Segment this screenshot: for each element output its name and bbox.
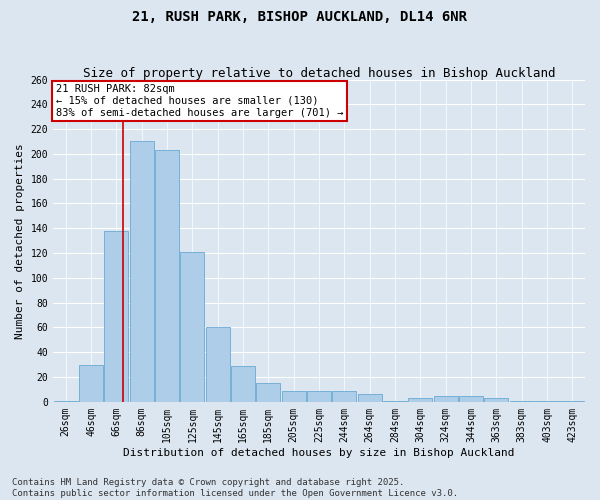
Bar (383, 400, 407, 402)
Text: Contains HM Land Registry data © Crown copyright and database right 2025.
Contai: Contains HM Land Registry data © Crown c… (12, 478, 458, 498)
Bar (484, 398, 508, 402)
Bar (560, 400, 584, 402)
Bar (206, 328, 230, 402)
Title: Size of property relative to detached houses in Bishop Auckland: Size of property relative to detached ho… (83, 66, 555, 80)
Bar (535, 400, 559, 402)
Bar (409, 398, 433, 402)
Bar (332, 390, 356, 402)
Bar (256, 383, 280, 402)
Bar (509, 400, 534, 402)
X-axis label: Distribution of detached houses by size in Bishop Auckland: Distribution of detached houses by size … (123, 448, 515, 458)
Bar (281, 390, 306, 402)
Bar (459, 396, 483, 402)
Bar (79, 364, 103, 402)
Bar (130, 142, 154, 402)
Bar (358, 394, 382, 402)
Y-axis label: Number of detached properties: Number of detached properties (15, 143, 25, 338)
Bar (53, 400, 78, 402)
Text: 21 RUSH PARK: 82sqm
← 15% of detached houses are smaller (130)
83% of semi-detac: 21 RUSH PARK: 82sqm ← 15% of detached ho… (56, 84, 343, 117)
Bar (231, 366, 255, 402)
Bar (155, 150, 179, 402)
Text: 21, RUSH PARK, BISHOP AUCKLAND, DL14 6NR: 21, RUSH PARK, BISHOP AUCKLAND, DL14 6NR (133, 10, 467, 24)
Bar (307, 390, 331, 402)
Bar (104, 230, 128, 402)
Bar (181, 252, 205, 402)
Bar (434, 396, 458, 402)
